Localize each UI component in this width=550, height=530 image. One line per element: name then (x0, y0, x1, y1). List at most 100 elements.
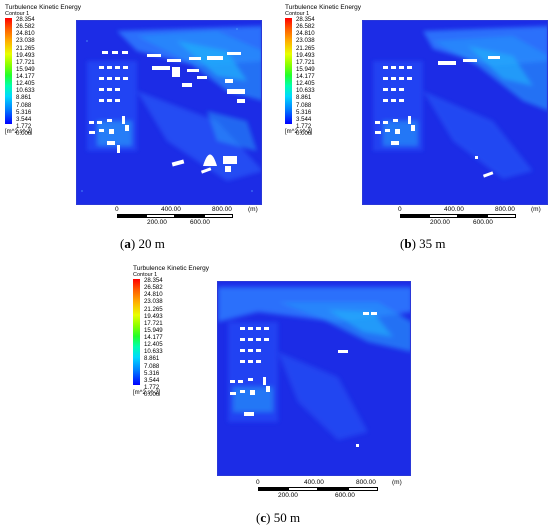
scalebar-b: 0 400.00 800.00 (m) 200.00 600.00 (398, 206, 548, 231)
tke-contour-field-c (217, 281, 411, 476)
legend-unit: [m^2 s^-2] (5, 129, 33, 135)
legend-tick: 3.544 (296, 115, 312, 123)
legend-tick: 1.772 (296, 122, 312, 130)
legend-tick: 21.265 (296, 44, 315, 52)
legend-tick: 10.633 (296, 87, 315, 95)
legend-tick: 26.582 (296, 23, 315, 31)
scale-label: 400.00 (161, 206, 181, 213)
scale-segment-black (117, 214, 146, 218)
scale-segment-white (288, 487, 318, 491)
legend-title: Turbulence Kinetic Energy (133, 265, 209, 272)
scale-label: (m) (531, 206, 541, 213)
legend-tick: 8.861 (16, 94, 32, 102)
scale-segment-black (175, 214, 204, 218)
scale-label: 600.00 (335, 492, 355, 499)
scale-label: 400.00 (304, 479, 324, 486)
scale-label: 600.00 (473, 219, 493, 226)
caption-letter: c (260, 510, 267, 525)
legend-tick: 19.493 (296, 51, 315, 59)
legend-title: Turbulence Kinetic Energy (285, 4, 361, 11)
scale-label: 0 (398, 206, 402, 213)
legend-tick: 3.544 (16, 115, 32, 123)
scalebar-c: 0 400.00 800.00 (m) 200.00 600.00 (256, 479, 406, 504)
legend-ticks: 28.354 26.582 24.810 23.038 21.265 19.49… (144, 277, 163, 398)
scale-segment-white (429, 214, 458, 218)
scale-segment-black (258, 487, 288, 491)
legend-tick: 23.038 (296, 37, 315, 45)
legend-tick: 26.582 (144, 284, 163, 292)
scale-label: 800.00 (495, 206, 515, 213)
scalebar-a: 0 400.00 800.00 (m) 200.00 600.00 (115, 206, 265, 231)
legend-tick: 19.493 (144, 312, 163, 320)
legend-subtitle: Contour 1 (133, 272, 158, 278)
scale-segment-white (348, 487, 378, 491)
scale-label: 0 (256, 479, 260, 486)
legend-tick: 8.861 (144, 355, 160, 363)
scale-label: 200.00 (147, 219, 167, 226)
legend-unit: [m^2 s^-2] (285, 129, 313, 135)
scale-label: 200.00 (278, 492, 298, 499)
legend-tick: 7.088 (144, 362, 160, 370)
scale-segment-black (318, 487, 348, 491)
colorbar (285, 18, 292, 124)
legend-tick: 1.772 (16, 122, 32, 130)
legend-tick: 14.177 (16, 73, 35, 80)
legend-tick: 21.265 (144, 305, 163, 313)
legend-ticks: 28.354 26.582 24.810 23.038 21.265 19.49… (296, 16, 315, 137)
legend-subtitle: Contour 1 (285, 11, 310, 17)
legend-tick: 7.088 (296, 101, 312, 109)
legend-tick: 0.000 (16, 130, 32, 137)
caption-letter: a (124, 236, 131, 251)
legend-tick: 24.810 (296, 30, 315, 38)
legend-tick: 28.354 (16, 16, 35, 23)
legend-tick: 0.000 (144, 391, 160, 398)
legend-ticks: 28.354 26.582 24.810 23.038 21.265 19.49… (16, 16, 35, 137)
scale-label: (m) (392, 479, 402, 486)
legend-unit: [m^2 s^-2] (133, 390, 161, 396)
scale-segment-white (487, 214, 516, 218)
legend-tick: 0.000 (296, 130, 312, 137)
legend-tick: 15.949 (296, 65, 315, 73)
tke-contour-field-b (362, 20, 548, 205)
legend-tick: 24.810 (144, 291, 163, 299)
legend-tick: 24.810 (16, 30, 35, 38)
caption-b: (b) 35 m (400, 236, 446, 251)
legend-tick: 28.354 (144, 277, 163, 284)
legend-tick: 7.088 (16, 101, 32, 109)
legend-tick: 17.721 (16, 58, 35, 66)
scale-segment-white (204, 214, 233, 218)
scale-segment-black (458, 214, 487, 218)
legend-tick: 3.544 (144, 376, 160, 384)
scale-label: 800.00 (212, 206, 232, 213)
legend-tick: 19.493 (16, 51, 35, 59)
legend-tick: 8.861 (296, 94, 312, 102)
scale-label: 400.00 (444, 206, 464, 213)
legend-tick: 28.354 (296, 16, 315, 23)
legend-tick: 15.949 (16, 65, 35, 73)
caption-letter: b (404, 236, 412, 251)
caption-height: 35 m (415, 236, 446, 251)
legend-tick: 10.633 (16, 87, 35, 95)
legend-tick: 12.405 (144, 341, 163, 349)
scale-label: 0 (115, 206, 119, 213)
caption-a: (a) 20 m (120, 236, 165, 251)
legend-tick: 5.316 (16, 108, 32, 116)
scale-segment-white (146, 214, 175, 218)
scale-label: 800.00 (356, 479, 376, 486)
legend-tick: 5.316 (296, 108, 312, 116)
legend-tick: 12.405 (16, 80, 35, 88)
caption-c: (c) 50 m (256, 510, 301, 525)
legend-tick: 17.721 (144, 319, 163, 327)
legend-tick: 17.721 (296, 58, 315, 66)
legend-tick: 14.177 (144, 334, 163, 341)
legend-title: Turbulence Kinetic Energy (5, 4, 81, 11)
legend-tick: 14.177 (296, 73, 315, 80)
tke-contour-field-a (76, 20, 262, 205)
colorbar (133, 279, 140, 385)
scale-label: 600.00 (190, 219, 210, 226)
caption-height: 20 m (135, 236, 165, 251)
scale-label: 200.00 (430, 219, 450, 226)
legend-tick: 21.265 (16, 44, 35, 52)
legend-subtitle: Contour 1 (5, 11, 30, 17)
colorbar (5, 18, 12, 124)
